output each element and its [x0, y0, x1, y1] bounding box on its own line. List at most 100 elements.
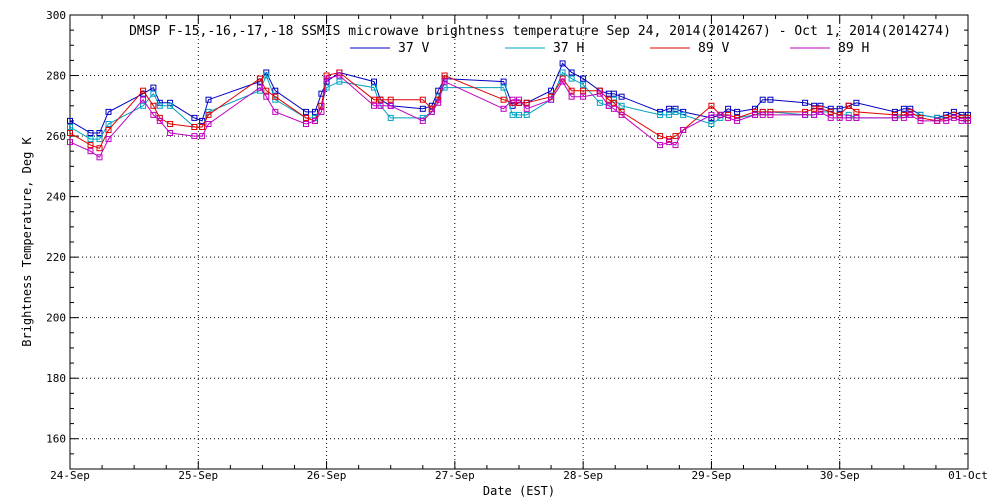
data-point: [191, 114, 198, 121]
y-tick-label: 280: [46, 70, 66, 83]
data-point: [272, 93, 279, 100]
data-point: [752, 105, 758, 112]
data-point: [657, 133, 664, 140]
data-point: [156, 117, 163, 124]
x-tick-label: 24-Sep: [50, 469, 90, 482]
data-point: [580, 93, 587, 100]
data-point: [767, 111, 774, 118]
data-point: [836, 105, 843, 112]
data-point: [548, 87, 555, 94]
data-point: [734, 117, 741, 124]
data-point: [610, 90, 617, 97]
data-point: [205, 121, 212, 127]
data-point: [917, 117, 924, 124]
data-point: [853, 114, 860, 121]
legend-label: 37 V: [398, 41, 429, 56]
data-point: [387, 102, 394, 109]
data-point: [725, 114, 732, 121]
data-point: [167, 130, 174, 136]
data-point: [516, 111, 522, 118]
data-point: [67, 139, 73, 146]
data-point: [191, 133, 198, 140]
data-point: [708, 111, 715, 118]
y-tick-label: 180: [46, 372, 66, 385]
data-point: [734, 108, 741, 115]
data-point: [336, 72, 343, 79]
data-point: [666, 139, 673, 146]
data-point: [516, 96, 522, 103]
data-point: [827, 114, 834, 121]
data-point: [610, 105, 617, 112]
data-point: [618, 102, 625, 109]
data-point: [191, 124, 198, 130]
data-point: [263, 93, 270, 100]
data-point: [167, 121, 174, 127]
y-tick-label: 200: [46, 312, 66, 325]
data-point: [87, 136, 94, 143]
data-point: [811, 105, 818, 112]
data-point: [509, 111, 516, 118]
data-point: [272, 108, 279, 115]
data-point: [312, 117, 318, 124]
data-point: [87, 148, 94, 155]
x-tick-label: 01-Oct: [948, 469, 988, 482]
data-point: [303, 121, 309, 127]
data-point: [441, 78, 448, 85]
data-point: [87, 130, 94, 136]
plot-frame: [69, 14, 969, 470]
data-point: [371, 78, 377, 85]
data-point: [167, 102, 174, 109]
data-point: [672, 105, 679, 112]
data-point: [900, 114, 907, 121]
y-tick-label: 260: [46, 130, 66, 143]
data-point: [559, 78, 566, 85]
x-tick-label: 28-Sep: [563, 469, 603, 482]
data-point: [303, 108, 309, 115]
data-point: [523, 111, 530, 118]
data-point: [596, 90, 603, 97]
data-point: [387, 96, 394, 103]
series-89-h: [67, 72, 971, 161]
data-point: [500, 105, 507, 112]
data-point: [371, 96, 377, 103]
data-point: [419, 105, 426, 112]
data-point: [672, 108, 679, 115]
data-point: [568, 69, 575, 76]
data-point: [950, 114, 957, 121]
data-point: [717, 111, 724, 118]
data-point: [802, 111, 809, 118]
data-point: [672, 133, 679, 140]
data-point: [817, 108, 824, 115]
data-point: [105, 121, 112, 127]
y-tick-label: 220: [46, 251, 66, 264]
data-point: [759, 111, 766, 118]
data-point: [666, 111, 673, 118]
data-point: [934, 117, 941, 124]
data-point: [708, 121, 715, 127]
data-point: [140, 96, 147, 103]
data-point: [140, 87, 147, 94]
data-point: [605, 96, 612, 103]
data-point: [853, 99, 860, 106]
data-point: [263, 72, 270, 79]
data-point: [105, 136, 112, 143]
data-point: [428, 108, 435, 115]
data-point: [836, 114, 843, 121]
data-point: [199, 124, 206, 130]
data-point: [568, 87, 575, 94]
data-point: [199, 133, 206, 140]
series-line: [69, 71, 968, 149]
data-point: [568, 93, 575, 100]
data-point: [559, 60, 566, 67]
data-point: [943, 117, 950, 124]
y-tick-label: 240: [46, 191, 66, 204]
data-point: [419, 117, 426, 124]
data-point: [845, 114, 852, 121]
data-point: [441, 72, 448, 79]
data-point: [96, 154, 103, 161]
data-point: [817, 105, 824, 112]
data-point: [580, 81, 587, 88]
x-tick-label: 27-Sep: [435, 469, 475, 482]
data-point: [618, 111, 625, 118]
